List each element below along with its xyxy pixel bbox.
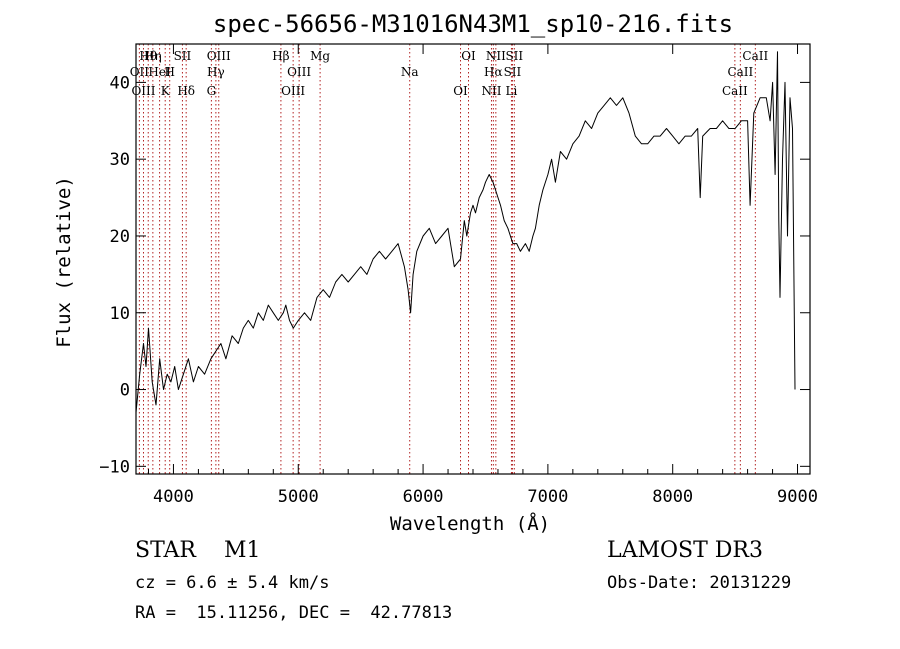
x-tick-label-2: 6000 <box>403 487 444 507</box>
y-tick-label-1: 0 <box>120 381 130 401</box>
x-tick-label-5: 9000 <box>777 487 818 507</box>
line-label-13: OIII <box>287 65 311 79</box>
line-label-23: Li <box>506 84 518 98</box>
axis-tick-labels: 4000 5000 6000 7000 8000 9000 −10 0 10 20 30 40 <box>99 73 818 507</box>
line-label-26: CaII <box>722 84 748 98</box>
line-label-10: Hγ <box>207 65 225 79</box>
line-label-7: H <box>164 65 174 79</box>
y-tick-label-0: −10 <box>99 457 130 477</box>
line-label-12: Hβ <box>272 49 289 63</box>
survey-name: LAMOST DR3 <box>607 538 763 563</box>
line-label-24: SII <box>505 49 523 63</box>
line-label-22: SII <box>504 65 522 79</box>
line-label-21: NII <box>486 49 506 63</box>
y-axis-label: Flux (relative) <box>53 176 75 348</box>
line-label-17: OI <box>453 84 468 98</box>
line-label-14: OIII <box>281 84 305 98</box>
line-label-18: OI <box>461 49 476 63</box>
emission-line-labels: HθOIIOIIIHηHeIKSIIHHδOIIIHγGHβOIIIOIIIMg… <box>130 49 769 98</box>
axis-ticks <box>136 44 810 474</box>
x-axis-label: Wavelength (Å) <box>390 512 550 535</box>
coordinates: RA = 15.11256, DEC = 42.77813 <box>135 603 453 623</box>
plot-frame <box>135 43 811 475</box>
line-label-27: CaII <box>742 49 768 63</box>
y-tick-label-2: 10 <box>110 304 130 324</box>
redshift-value: cz = 6.6 ± 5.4 km/s <box>135 573 330 593</box>
emission-line-markers <box>138 44 756 474</box>
line-label-4: HeI <box>148 65 171 79</box>
x-tick-label-1: 5000 <box>278 487 319 507</box>
line-label-2: OIII <box>131 84 155 98</box>
line-label-11: G <box>207 84 217 98</box>
chart-title: spec-56656-M31016N43M1_sp10-216.fits <box>213 10 733 38</box>
object-class: STAR M1 <box>135 538 261 563</box>
y-tick-label-3: 20 <box>110 227 130 247</box>
line-label-15: Mg <box>310 49 330 63</box>
line-label-3: Hη <box>144 49 162 63</box>
line-label-19: Hα <box>484 65 503 79</box>
y-tick-label-5: 40 <box>110 73 130 93</box>
x-tick-label-4: 8000 <box>652 487 693 507</box>
line-label-5: K <box>161 84 171 98</box>
spectrum-line <box>135 51 796 413</box>
line-label-1: OII <box>130 65 150 79</box>
obs-date: Obs-Date: 20131229 <box>607 573 792 593</box>
line-label-25: CaII <box>727 65 753 79</box>
y-tick-label-4: 30 <box>110 150 130 170</box>
line-label-16: Na <box>401 65 419 79</box>
line-label-8: Hδ <box>177 84 195 98</box>
x-tick-label-3: 7000 <box>527 487 568 507</box>
line-label-6: SII <box>174 49 192 63</box>
line-label-20: NII <box>481 84 501 98</box>
line-label-9: OIII <box>207 49 231 63</box>
line-label-0: Hθ <box>139 49 157 63</box>
x-tick-label-0: 4000 <box>153 487 194 507</box>
